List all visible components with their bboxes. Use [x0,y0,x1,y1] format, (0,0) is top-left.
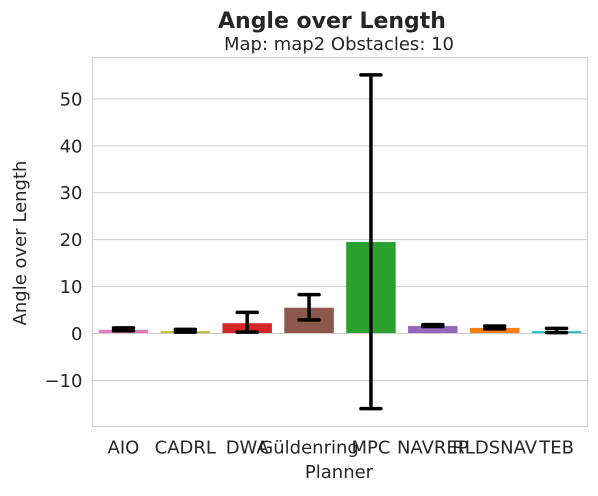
chart-title: Angle over Length [218,9,446,34]
y-tick-label: 30 [60,183,83,204]
error-bar [421,322,445,329]
error-bars [111,73,569,411]
y-tick-label: 10 [60,277,83,298]
error-bar [111,326,136,333]
error-bar [235,310,259,334]
x-tick-label: NAVREP [397,438,469,459]
error-bar [297,292,321,322]
gridlines [92,98,588,381]
x-axis-label: Planner [305,462,374,483]
bars [98,242,582,334]
error-bar [482,324,507,331]
x-tick-label: MPC [351,438,390,459]
y-axis-label: Angle over Length [10,161,31,326]
y-tick-label: 50 [60,89,83,110]
bar [469,327,520,334]
y-tick-label: 0 [71,324,82,345]
x-tick-label: AIO [108,438,140,459]
x-tick-label: CADRL [155,438,216,459]
x-tick-label: TEB [538,438,574,459]
error-bar [359,73,383,411]
x-tick-label: DWA [226,438,270,459]
x-tick-label: Güldenring [259,438,359,459]
y-tick-labels: −10 0 10 20 30 40 50 [45,89,83,392]
y-tick-label: 40 [60,136,83,157]
y-tick-label: 20 [60,230,83,251]
plot-frame [92,57,588,427]
error-bar [544,326,569,335]
x-tick-label: RLDSNAV [452,438,537,459]
error-bar [173,327,198,334]
bar [408,326,458,334]
chart-subtitle: Map: map2 Obstacles: 10 [224,34,454,55]
y-tick-label: −10 [45,371,83,392]
